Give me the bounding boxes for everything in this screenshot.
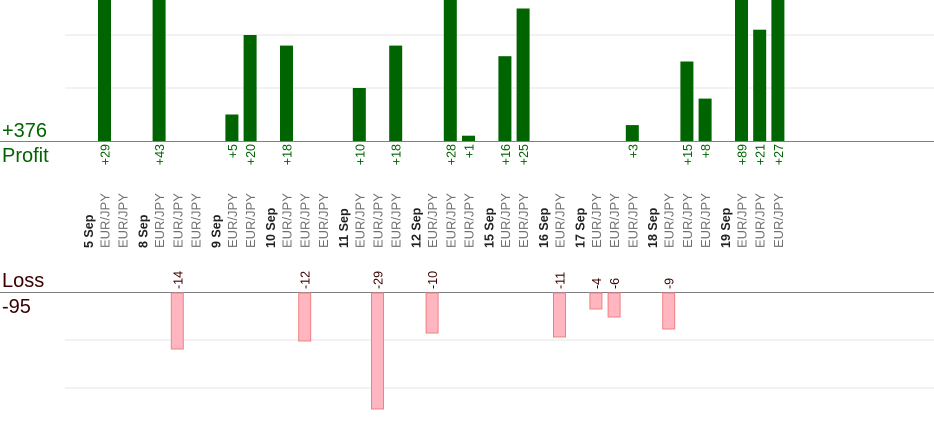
loss-value-label: -9 [663,278,677,289]
profit-value-label: +21 [754,144,768,165]
pair-label: EUR/JPY [298,193,313,248]
profit-bar [771,0,785,141]
pair-label: EUR/JPY [116,193,131,248]
loss-bar [589,292,603,310]
pair-label: EUR/JPY [589,193,604,248]
profit-bar [498,56,512,142]
pair-label: EUR/JPY [371,193,386,248]
pair-label: EUR/JPY [189,193,204,248]
loss-value-label: -11 [554,272,568,289]
profit-value-label: +18 [281,144,295,165]
profit-bar [516,8,530,141]
profit-label: Profit [2,145,49,167]
profit-value-label: +10 [353,144,367,165]
date-label: 8 Sep [137,214,151,248]
date-label: 11 Sep [337,208,351,248]
pair-label: EUR/JPY [625,193,640,248]
profit-value-label: +43 [153,144,167,165]
profit-value-label: +8 [699,144,713,158]
loss-value-label: -10 [426,271,440,289]
profit-bar [243,35,257,141]
pair-label: EUR/JPY [735,193,750,248]
profit-value-label: +20 [244,144,258,165]
profit-value-label: +25 [517,144,531,165]
profit-bar [389,45,403,141]
pair-label: EUR/JPY [243,193,258,248]
pair-label: EUR/JPY [607,193,622,248]
profit-value-label: +3 [626,144,640,158]
loss-bar [298,292,312,342]
pair-label: EUR/JPY [498,193,513,248]
profit-bar [462,135,475,141]
pair-label: EUR/JPY [98,193,113,248]
profit-value-label: +28 [444,144,458,165]
profit-value-label: +5 [226,144,240,158]
date-label: 15 Sep [482,207,496,248]
date-label: 5 Sep [82,214,96,248]
profit-bar [280,45,293,141]
pair-label: EUR/JPY [680,193,695,248]
pair-label: EUR/JPY [316,193,331,248]
pair-label: EUR/JPY [662,193,677,248]
loss-bar [371,292,384,410]
profit-bar [225,114,239,141]
date-label: 16 Sep [537,207,551,248]
profit-bar [98,0,111,141]
profit-value-label: +18 [390,144,404,165]
loss-value-label: -14 [171,271,185,289]
profit-bar [680,61,694,141]
date-label: 17 Sep [573,207,587,248]
loss-bar [662,292,676,330]
profit-bar [753,29,767,142]
loss-total: -95 [2,296,31,318]
date-label: 10 Sep [264,207,278,248]
loss-value-label: -4 [590,278,604,289]
profit-bar [152,0,166,141]
pair-label: EUR/JPY [280,193,295,248]
profit-bar [443,0,457,141]
date-label: 9 Sep [209,214,223,248]
loss-value-label: -6 [608,278,622,289]
pair-label: EUR/JPY [771,193,786,248]
pair-label: EUR/JPY [462,193,477,248]
profit-bar [735,0,748,141]
loss-label: Loss [2,270,45,292]
bars [98,0,785,410]
pair-label: EUR/JPY [443,193,458,248]
pair-label: EUR/JPY [753,193,768,248]
loss-bar [170,292,184,350]
profit-total: +376 [2,120,48,142]
profit-value-label: +16 [499,144,513,165]
pair-label: EUR/JPY [389,193,404,248]
pair-label: EUR/JPY [698,193,713,248]
pair-label: EUR/JPY [516,193,531,248]
loss-bar [425,292,439,334]
date-label: 18 Sep [646,207,660,248]
profit-value-label: +89 [736,144,750,165]
pair-label: EUR/JPY [425,193,440,248]
pair-label: EUR/JPY [152,193,167,248]
profit-value-label: +29 [99,144,113,165]
pair-label: EUR/JPY [225,193,240,248]
profit-value-label: +27 [772,144,786,165]
profit-value-label: +1 [463,144,477,158]
loss-value-label: -29 [372,271,386,289]
profit-value-label: +15 [681,144,695,165]
pair-label: EUR/JPY [553,193,568,248]
pair-label: EUR/JPY [352,193,367,248]
gridlines [0,34,934,389]
date-label: 19 Sep [719,207,733,248]
pair-label: EUR/JPY [170,193,185,248]
profit-bar [625,125,639,141]
loss-bar [607,292,621,318]
profit-bar [352,88,366,141]
loss-value-label: -12 [299,271,313,289]
profit-bar [698,98,712,141]
loss-bar [553,292,566,338]
date-label: 12 Sep [410,207,424,248]
